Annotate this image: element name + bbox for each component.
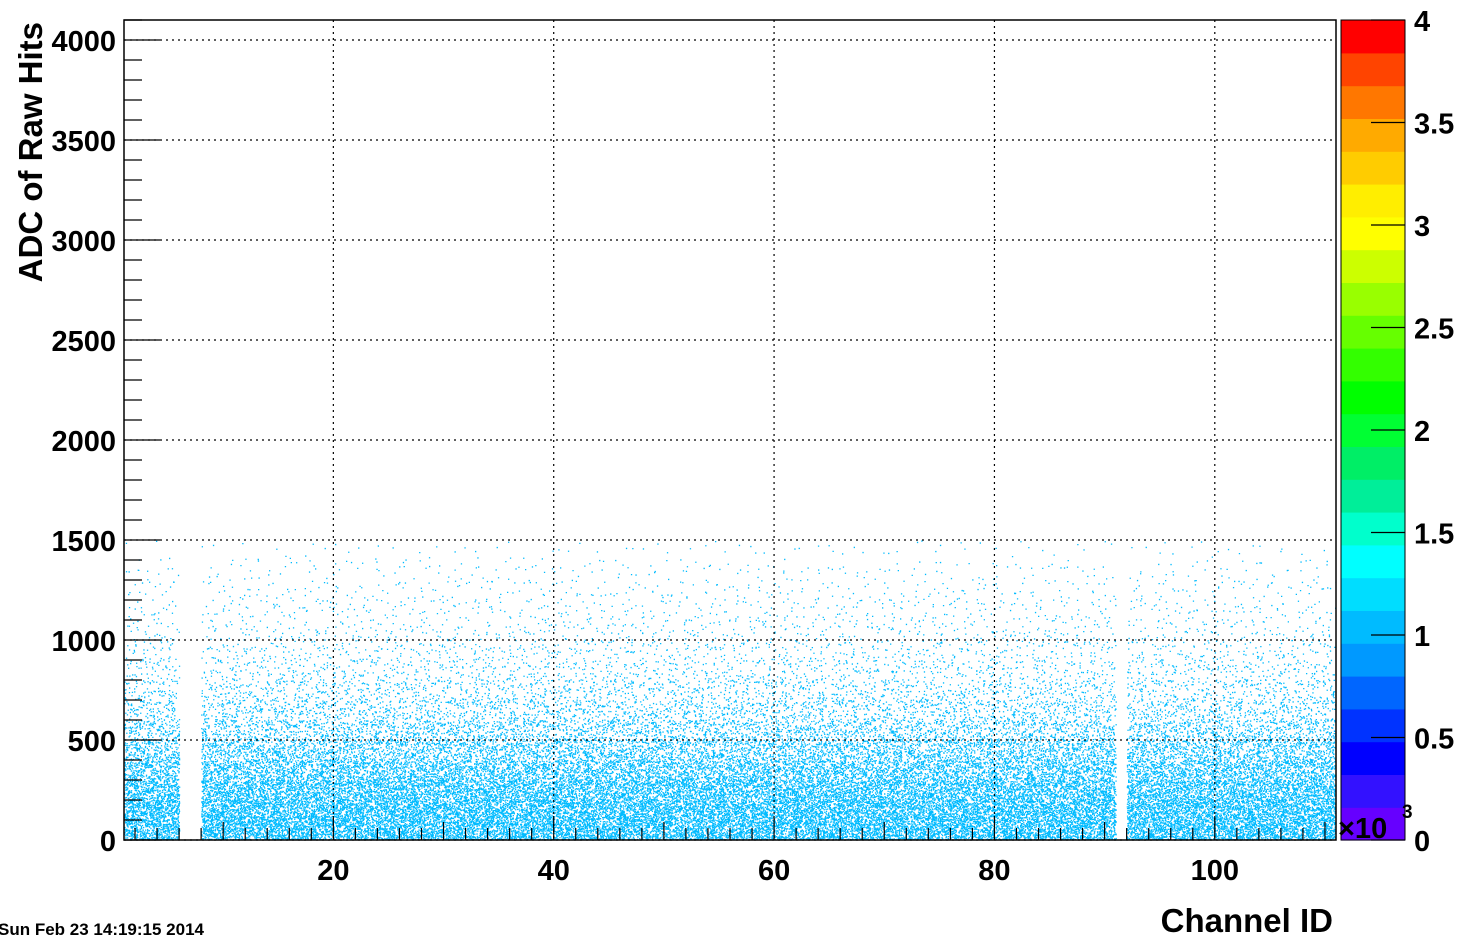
palette-swatch xyxy=(1341,479,1405,512)
palette-swatch xyxy=(1341,282,1405,315)
palette-swatch xyxy=(1341,184,1405,217)
palette-swatch xyxy=(1341,676,1405,709)
x-tick-label: 80 xyxy=(978,855,1010,887)
palette-swatch xyxy=(1341,446,1405,479)
x-tick-label: 20 xyxy=(317,855,349,887)
palette-swatch xyxy=(1341,774,1405,807)
y-tick-label: 4000 xyxy=(51,26,116,58)
plot-frame-background xyxy=(124,20,1336,840)
palette-tick-label: 2.5 xyxy=(1414,314,1454,346)
colorbar-multiplier-base: ×10 xyxy=(1338,813,1387,845)
palette-swatch xyxy=(1341,53,1405,86)
y-tick-label: 0 xyxy=(100,826,116,858)
palette-tick-label: 0.5 xyxy=(1414,724,1454,756)
palette-tick-label: 1.5 xyxy=(1414,519,1454,551)
palette-swatch xyxy=(1341,610,1405,643)
palette-swatch xyxy=(1341,217,1405,250)
y-tick-label: 2000 xyxy=(51,426,116,458)
x-tick-label: 40 xyxy=(538,855,570,887)
y-tick-label: 1500 xyxy=(51,526,116,558)
y-tick-label: 1000 xyxy=(51,626,116,658)
y-tick-label: 2500 xyxy=(51,326,116,358)
palette-tick-label: 2 xyxy=(1414,416,1430,448)
palette-swatch xyxy=(1341,86,1405,119)
palette-swatch xyxy=(1341,742,1405,775)
x-tick-label: 60 xyxy=(758,855,790,887)
palette-swatch xyxy=(1341,151,1405,184)
colorbar-multiplier-exponent: 3 xyxy=(1402,802,1413,823)
palette-tick-label: 1 xyxy=(1414,621,1430,653)
palette-swatch xyxy=(1341,250,1405,283)
palette-tick-label: 4 xyxy=(1414,6,1430,38)
palette-swatch xyxy=(1341,643,1405,676)
y-axis-title: ADC of Raw Hits xyxy=(12,22,49,282)
palette-swatch xyxy=(1341,381,1405,414)
x-tick-label: 100 xyxy=(1191,855,1239,887)
y-tick-label: 500 xyxy=(68,726,116,758)
y-tick-label: 3000 xyxy=(51,226,116,258)
x-axis-title: Channel ID xyxy=(1161,902,1333,939)
timestamp-label: Sun Feb 23 14:19:15 2014 xyxy=(0,920,205,939)
palette-swatch xyxy=(1341,578,1405,611)
palette-swatch xyxy=(1341,348,1405,381)
palette-tick-label: 0 xyxy=(1414,826,1430,858)
color-palette: 0 0.5 1 1.5 2 2.5 3 3.5 4 xyxy=(1341,6,1454,858)
palette-tick-label: 3.5 xyxy=(1414,109,1454,141)
palette-swatch xyxy=(1341,118,1405,151)
palette-swatch xyxy=(1341,545,1405,578)
palette-swatch xyxy=(1341,512,1405,545)
y-tick-label: 3500 xyxy=(51,126,116,158)
palette-swatch xyxy=(1341,20,1405,53)
palette-swatch xyxy=(1341,315,1405,348)
palette-tick-label: 3 xyxy=(1414,211,1430,243)
